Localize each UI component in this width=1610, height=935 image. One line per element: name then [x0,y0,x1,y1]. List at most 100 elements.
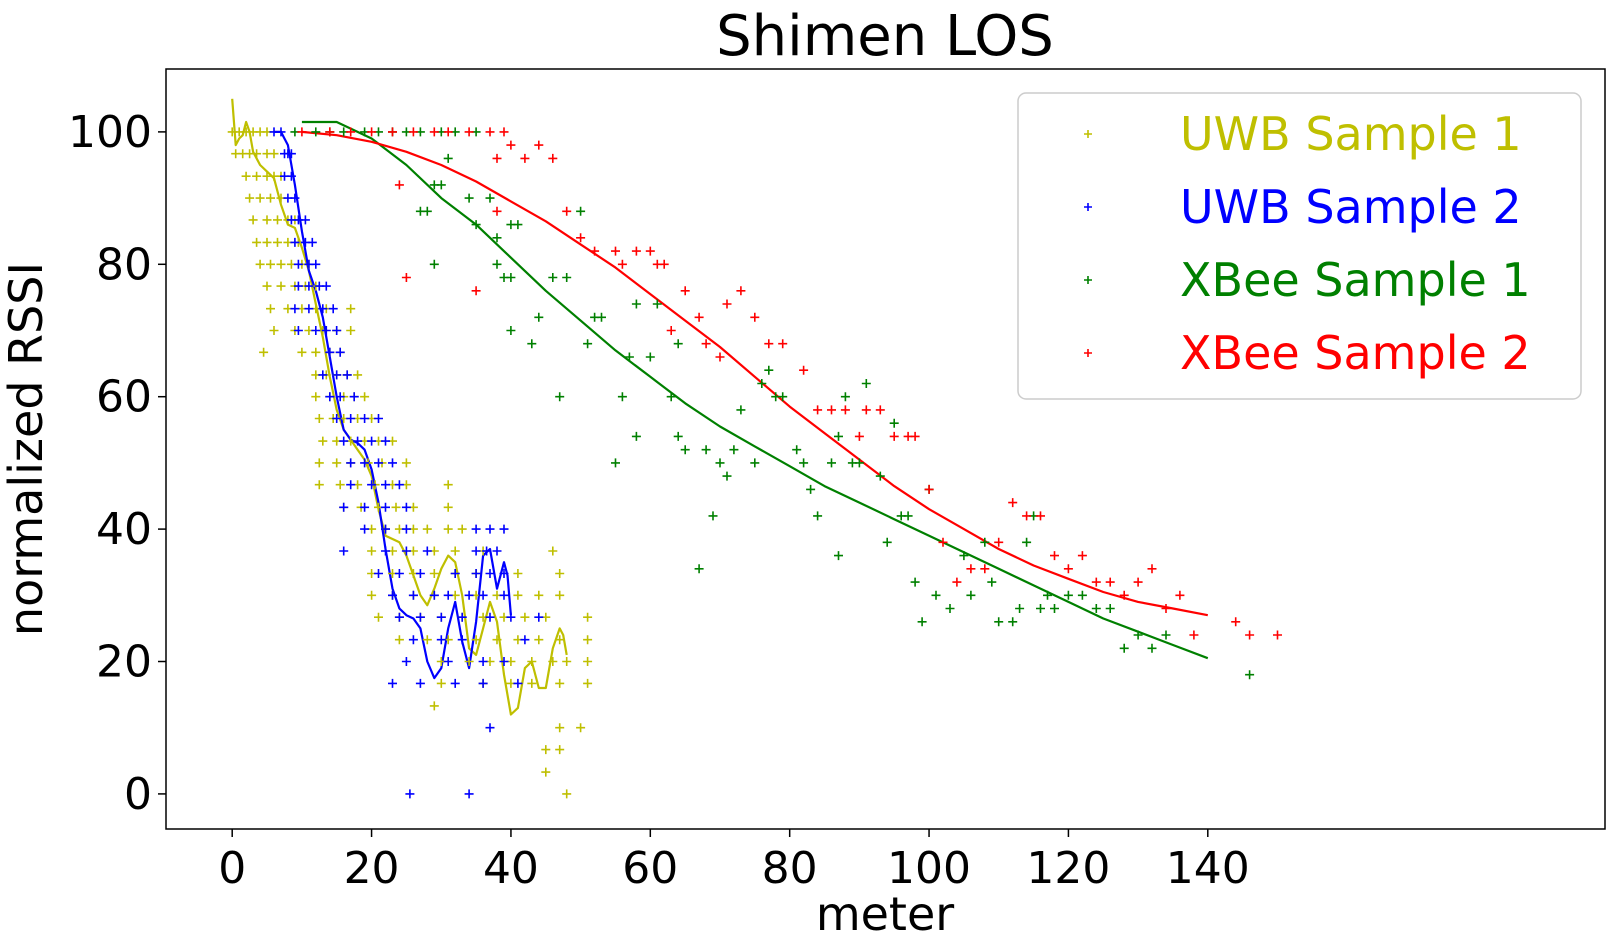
point-s1-54 [346,326,356,335]
legend-label-3: XBee Sample 1 [1180,253,1531,307]
point-s2-108 [499,524,509,534]
point-s1-28 [262,237,272,247]
point-s4-48 [938,537,948,547]
point-s4-15 [534,140,544,150]
point-s3-46 [673,431,683,441]
point-s1-141 [583,612,593,622]
fit-line-2 [274,130,512,680]
point-s1-70 [314,414,324,423]
point-s4-53 [1008,498,1018,508]
point-s4-9 [464,127,474,137]
point-s2-86 [534,612,544,622]
point-s2-94 [499,657,509,666]
point-s3-70 [854,458,864,468]
point-s2-82 [436,612,446,622]
point-s2-60 [381,524,390,534]
point-s3-94 [1063,590,1073,600]
point-s2-87 [408,635,418,645]
point-s3-61 [792,445,802,455]
point-s3-56 [750,458,760,468]
point-s4-31 [715,352,725,362]
x-axis: 0 20 40 60 80 100 120 140 [218,829,1250,894]
point-s4-32 [722,299,732,309]
point-s4-49 [952,577,962,587]
point-s3-49 [694,564,704,574]
point-s2-58 [401,502,411,512]
point-s4-44 [889,431,899,441]
point-s4-39 [827,405,836,415]
x-tick-label-0: 0 [218,843,246,894]
point-s2-101 [405,789,415,799]
point-s4-66 [1189,630,1199,640]
point-s2-88 [436,635,446,645]
point-s2-57 [381,502,390,512]
point-s3-82 [959,551,969,561]
point-s3-98 [1119,643,1129,653]
y-tick-label-2: 40 [96,504,152,555]
point-s4-61 [1119,590,1129,600]
point-s1-93 [443,480,453,490]
point-s3-33 [555,392,565,402]
point-s2-103 [471,546,481,556]
point-s2-63 [381,546,390,556]
point-s1-75 [318,436,328,446]
point-s1-169 [555,745,565,755]
point-s1-57 [311,347,321,357]
point-s1-113 [548,546,558,556]
point-s2-79 [499,590,509,600]
point-s1-22 [248,215,258,225]
point-s4-23 [617,259,627,269]
point-s1-86 [401,458,411,468]
point-s1-157 [562,657,572,666]
point-s3-13 [443,153,453,163]
legend-marker-4 [1084,349,1092,357]
point-s2-72 [499,569,509,578]
point-s3-31 [548,273,558,282]
point-s4-30 [701,339,711,349]
point-s1-165 [429,701,439,711]
point-s3-68 [840,392,850,402]
point-s1-107 [367,546,377,556]
point-s2-50 [388,458,397,468]
point-s2-73 [388,590,397,600]
point-s4-62 [1133,577,1143,587]
point-s3-51 [708,511,718,521]
point-s1-111 [450,546,460,556]
point-s3-29 [527,339,537,349]
point-s2-39 [332,414,342,423]
point-s1-43 [266,304,275,314]
point-s4-42 [861,405,871,415]
point-s3-80 [931,590,941,600]
point-s2-83 [457,612,467,622]
x-tick-label-7: 140 [1166,843,1250,894]
chart-title: Shimen LOS [716,4,1054,69]
y-axis-label: normalized RSSI [0,262,53,636]
point-s2-15 [307,237,317,247]
legend-marker-2 [1084,203,1092,211]
point-s4-65 [1175,590,1185,600]
point-s4-10 [485,127,495,137]
point-s3-25 [492,259,502,269]
point-s2-67 [394,569,404,578]
point-s2-12 [300,215,310,225]
point-s1-19 [255,193,265,203]
point-s2-28 [311,326,321,335]
point-s1-20 [266,193,275,203]
point-s2-65 [422,546,432,556]
point-s4-51 [980,564,990,574]
point-s4-20 [562,206,572,216]
data-points [227,127,1282,799]
point-s1-29 [273,237,282,247]
point-s1-130 [534,590,544,600]
point-s4-71 [576,233,586,243]
fit-line-4 [301,130,1209,617]
point-s1-38 [262,281,272,291]
point-s3-27 [506,273,516,282]
point-s3-53 [722,471,732,481]
point-s1-171 [562,789,572,799]
point-s2-54 [394,480,404,490]
point-s2-61 [401,524,411,534]
point-s3-84 [980,537,990,547]
point-s2-70 [471,569,481,578]
